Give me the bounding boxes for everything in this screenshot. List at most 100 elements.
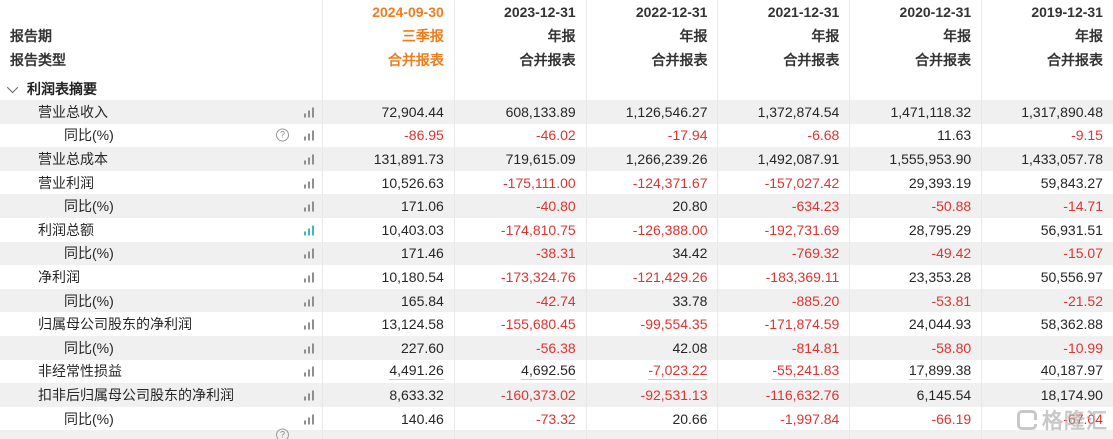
value-cell: -56.38: [453, 335, 586, 360]
value-text: -86.95: [404, 127, 444, 144]
section-header[interactable]: 利润表摘要: [0, 77, 322, 100]
value-text: -9.15: [1071, 127, 1103, 144]
value-text: -40.80: [535, 198, 576, 215]
value-text: 40,187.97: [1040, 362, 1103, 381]
row-label-cell: 同比(%): [0, 194, 322, 218]
value-text: 56,931.51: [1040, 221, 1103, 238]
table-row: 同比(%) 227.60 -56.38 42.08 -814.81 -58.80 -10.9…: [0, 335, 1113, 360]
bar-chart-icon[interactable]: [304, 295, 314, 307]
value-cell: -124,371.67: [585, 170, 718, 195]
value-cell: 165.84: [322, 288, 454, 313]
value-cell: 50,556.97: [981, 265, 1113, 289]
value-cell: 24,044.93: [849, 312, 981, 336]
row-label: 同比(%): [64, 127, 114, 144]
value-text: -769.32: [791, 245, 840, 262]
value-text: -14.71: [1063, 198, 1103, 215]
row-label-cell: 营业总收入: [0, 100, 322, 124]
value-text: -171,874.59: [764, 316, 840, 333]
value-text: 719,615.09: [505, 150, 576, 167]
value-text: -10.99: [1063, 339, 1103, 356]
bar-chart-icon[interactable]: [304, 342, 314, 354]
row-label-cell: 同比(%): [0, 336, 322, 360]
gap-cell: [453, 72, 586, 77]
table-row: 净利润 10,180.54 -173,324.76 -121,429.26 -183,3…: [0, 265, 1113, 289]
row-label-cell: 归属母公司股东的净利润: [0, 312, 322, 336]
column-header-date: 2022-12-31: [585, 0, 718, 24]
column-header-period: 年报: [981, 24, 1113, 48]
table-row: 营业总收入 72,904.44 608,133.89 1,126,546.27 1,37…: [0, 100, 1113, 124]
row-label: 营业总收入: [38, 103, 108, 120]
value-cell: 17,899.38: [849, 359, 981, 384]
value-cell: -192,731.69: [717, 217, 849, 242]
column-header-report-type: 合并报表: [717, 48, 849, 72]
bar-chart-icon[interactable]: [304, 248, 314, 259]
bar-chart-icon[interactable]: [304, 413, 314, 425]
value-cell: 29,393.19: [849, 170, 981, 195]
value-text: -155,680.45: [500, 316, 576, 333]
value-text: 1,126,546.27: [625, 103, 708, 120]
value-cell: 58,362.88: [981, 312, 1113, 336]
gap-cell: [981, 72, 1113, 77]
section-empty-cell: [717, 77, 849, 100]
value-cell: 18,174.90: [981, 383, 1113, 407]
value-cell: 719,615.09: [453, 147, 586, 171]
row-label: 同比(%): [64, 339, 114, 356]
row-label-cell: 同比(%): [0, 407, 322, 431]
value-text: 1,471,118.32: [890, 103, 972, 120]
bar-chart-icon[interactable]: [304, 366, 314, 377]
row-label-cell: 同比(%)?: [0, 124, 322, 148]
value-text: 131,891.73: [373, 150, 444, 167]
gap-cell: [717, 72, 849, 77]
value-cell: 20.80: [585, 194, 718, 218]
help-icon[interactable]: ?: [276, 428, 289, 439]
value-text: -55,241.83: [772, 362, 840, 381]
value-text: 10,403.03: [381, 221, 444, 238]
header-row-dates: 2024-09-30 2023-12-31 2022-12-31 2021-12-31…: [0, 0, 1113, 24]
table-row: 同比(%) 171.46 -38.31 34.42 -769.32 -49.42 -15.0…: [0, 241, 1113, 266]
column-header-period: 年报: [849, 24, 981, 48]
bar-chart-icon[interactable]: [304, 224, 314, 236]
value-cell: -171,874.59: [717, 312, 849, 336]
value-cell: 171.46: [322, 241, 454, 266]
row-label-cell: 同比(%): [0, 289, 322, 313]
value-text: -42.74: [535, 292, 576, 309]
bar-chart-icon[interactable]: [304, 130, 314, 141]
value-cell: [717, 430, 849, 439]
value-text: -50.88: [931, 198, 972, 215]
bar-chart-icon[interactable]: [304, 319, 314, 330]
value-cell: -86.95: [322, 123, 454, 148]
value-cell: -769.32: [717, 241, 849, 266]
row-label: 同比(%): [64, 410, 114, 427]
value-text: -160,373.02: [500, 386, 576, 403]
gap-cell: [849, 72, 981, 77]
value-cell: -50.88: [849, 194, 981, 218]
value-cell: 40,187.97: [981, 359, 1113, 384]
bar-chart-icon[interactable]: [304, 153, 314, 165]
value-cell: 171.06: [322, 194, 454, 218]
value-text: 20.80: [672, 198, 708, 215]
bar-chart-icon[interactable]: [304, 177, 314, 189]
value-cell: -155,680.45: [453, 312, 586, 336]
row-label-cell: 非经常性损益: [0, 360, 322, 384]
value-cell: -99,554.35: [585, 312, 718, 336]
bar-chart-icon[interactable]: [304, 201, 314, 212]
value-cell: -116,632.76: [717, 383, 849, 407]
column-header-date: 2021-12-31: [717, 0, 849, 24]
value-text: 4,491.26: [389, 362, 444, 381]
help-icon[interactable]: ?: [276, 128, 289, 142]
value-text: 28,795.29: [908, 221, 972, 238]
row-label: 营业利润: [38, 174, 94, 191]
bar-chart-icon[interactable]: [304, 106, 314, 118]
value-cell: -10.99: [981, 335, 1113, 360]
value-cell: 1,266,239.26: [585, 147, 718, 171]
bar-chart-icon[interactable]: [304, 271, 314, 283]
value-text: -92,531.13: [640, 386, 708, 403]
bar-chart-icon[interactable]: [304, 389, 314, 401]
value-text: -1,997.84: [780, 410, 840, 427]
row-label: 营业总成本: [38, 150, 108, 167]
section-empty-cell: [585, 77, 718, 100]
value-text: 8,633.32: [389, 386, 444, 403]
table-row: 同比(%) 165.84 -42.74 33.78 -885.20 -53.81 -21.5…: [0, 288, 1113, 313]
value-cell: -73.32: [453, 406, 586, 431]
value-cell: 131,891.73: [322, 147, 454, 171]
